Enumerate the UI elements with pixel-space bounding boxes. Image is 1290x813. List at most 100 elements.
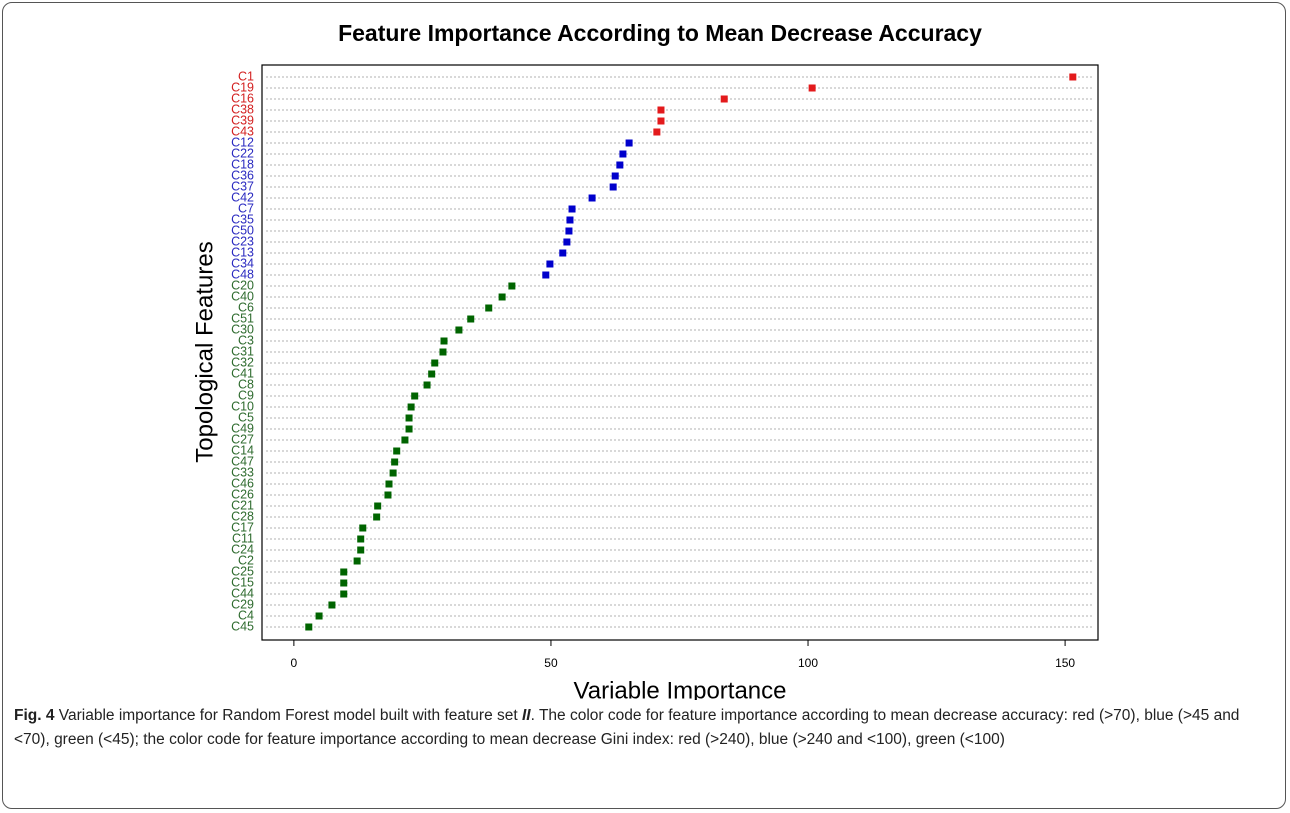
point <box>393 447 401 455</box>
y-tick-label: C6 <box>238 300 254 314</box>
y-tick-label: C33 <box>231 465 254 479</box>
point <box>439 348 447 356</box>
y-tick-label: C50 <box>231 223 254 237</box>
y-tick-label: C22 <box>231 146 254 160</box>
point <box>340 590 348 598</box>
y-tick-label: C26 <box>231 487 254 501</box>
point <box>385 480 393 488</box>
point <box>428 370 436 378</box>
x-axis-label: Variable Importance <box>574 677 787 700</box>
y-tick-label: C16 <box>231 91 254 105</box>
point <box>455 326 463 334</box>
point <box>374 502 382 510</box>
y-tick-label: C25 <box>231 564 254 578</box>
x-tick-label: 150 <box>1055 656 1075 670</box>
point <box>359 524 367 532</box>
y-tick-label: C46 <box>231 476 254 490</box>
point <box>389 469 397 477</box>
point <box>340 568 348 576</box>
point <box>808 84 816 92</box>
y-tick-label: C30 <box>231 322 254 336</box>
point <box>373 513 381 521</box>
y-tick-label: C38 <box>231 102 254 116</box>
y-tick-label: C5 <box>238 410 254 424</box>
point <box>305 623 313 631</box>
x-tick-label: 50 <box>544 656 558 670</box>
point <box>401 436 409 444</box>
y-tick-label: C13 <box>231 245 254 259</box>
caption-emphasis: II <box>522 707 531 724</box>
point <box>431 359 439 367</box>
point <box>391 458 399 466</box>
x-tick-label: 100 <box>798 656 818 670</box>
plot-box <box>261 64 1099 641</box>
point <box>357 535 365 543</box>
y-tick-label: C29 <box>231 597 254 611</box>
caption-text: Variable importance for Random Forest mo… <box>54 707 522 724</box>
y-tick-label: C7 <box>238 201 254 215</box>
y-tick-label: C27 <box>231 432 254 446</box>
y-tick-label: C49 <box>231 421 254 435</box>
y-tick-label: C28 <box>231 509 254 523</box>
y-tick-label: C31 <box>231 344 254 358</box>
y-tick-label: C19 <box>231 80 254 94</box>
point <box>328 601 336 609</box>
point <box>440 337 448 345</box>
point <box>657 106 665 114</box>
point <box>405 425 413 433</box>
y-tick-label: C44 <box>231 586 254 600</box>
y-tick-label: C18 <box>231 157 254 171</box>
point <box>467 315 475 323</box>
point <box>657 117 665 125</box>
point <box>619 150 627 158</box>
caption-label: Fig. 4 <box>14 707 55 724</box>
point <box>407 403 415 411</box>
point <box>611 172 619 180</box>
point <box>485 304 493 312</box>
y-tick-label: C37 <box>231 179 254 193</box>
y-tick-label: C4 <box>238 608 254 622</box>
point <box>559 249 567 257</box>
point <box>508 282 516 290</box>
y-tick-label: C21 <box>231 498 254 512</box>
y-tick-label: C3 <box>238 333 254 347</box>
point <box>353 557 361 565</box>
y-tick-label: C35 <box>231 212 254 226</box>
y-tick-label: C40 <box>231 289 254 303</box>
point <box>616 161 624 169</box>
point <box>625 139 633 147</box>
y-tick-label: C47 <box>231 454 254 468</box>
point <box>720 95 728 103</box>
y-tick-label: C2 <box>238 553 254 567</box>
y-tick-label: C24 <box>231 542 254 556</box>
y-tick-label: C41 <box>231 366 254 380</box>
caption-text: . The color code for feature importance … <box>14 707 1240 748</box>
point <box>565 227 573 235</box>
point <box>357 546 365 554</box>
caption: Fig. 4 Variable importance for Random Fo… <box>14 704 1276 752</box>
point <box>423 381 431 389</box>
point <box>568 205 576 213</box>
y-tick-label: C43 <box>231 124 254 138</box>
y-tick-label: C9 <box>238 388 254 402</box>
y-axis-label: Topological Features <box>191 241 218 462</box>
y-tick-label: C15 <box>231 575 254 589</box>
y-tick-label: C32 <box>231 355 254 369</box>
point <box>315 612 323 620</box>
point <box>542 271 550 279</box>
point <box>653 128 661 136</box>
y-tick-label: C8 <box>238 377 254 391</box>
y-tick-label: C17 <box>231 520 254 534</box>
point <box>546 260 554 268</box>
chart: Feature Importance According to Mean Dec… <box>191 20 1099 700</box>
chart-title: Feature Importance According to Mean Dec… <box>338 20 982 46</box>
point <box>384 491 392 499</box>
y-tick-label: C20 <box>231 278 254 292</box>
y-tick-label: C14 <box>231 443 254 457</box>
y-tick-label: C34 <box>231 256 254 270</box>
point <box>563 238 571 246</box>
y-tick-label: C1 <box>238 69 254 83</box>
y-tick-label: C23 <box>231 234 254 248</box>
